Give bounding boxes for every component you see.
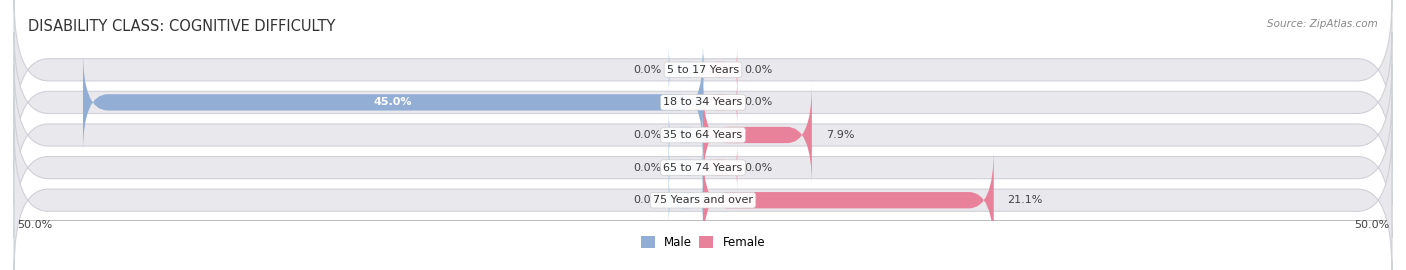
FancyBboxPatch shape	[669, 143, 703, 192]
FancyBboxPatch shape	[14, 65, 1392, 205]
Text: 18 to 34 Years: 18 to 34 Years	[664, 97, 742, 107]
Text: 50.0%: 50.0%	[17, 220, 52, 230]
FancyBboxPatch shape	[703, 143, 738, 192]
FancyBboxPatch shape	[669, 176, 703, 225]
FancyBboxPatch shape	[14, 130, 1392, 270]
FancyBboxPatch shape	[703, 45, 738, 94]
Text: 7.9%: 7.9%	[825, 130, 853, 140]
Text: 0.0%: 0.0%	[744, 97, 772, 107]
Text: 21.1%: 21.1%	[1008, 195, 1043, 205]
Text: 0.0%: 0.0%	[634, 130, 662, 140]
Text: 75 Years and over: 75 Years and over	[652, 195, 754, 205]
FancyBboxPatch shape	[83, 52, 703, 153]
Text: 65 to 74 Years: 65 to 74 Years	[664, 163, 742, 173]
Text: 35 to 64 Years: 35 to 64 Years	[664, 130, 742, 140]
FancyBboxPatch shape	[14, 97, 1392, 238]
Text: DISABILITY CLASS: COGNITIVE DIFFICULTY: DISABILITY CLASS: COGNITIVE DIFFICULTY	[28, 19, 336, 34]
FancyBboxPatch shape	[703, 85, 811, 185]
FancyBboxPatch shape	[14, 32, 1392, 173]
Text: 45.0%: 45.0%	[374, 97, 412, 107]
FancyBboxPatch shape	[703, 78, 738, 127]
Text: 0.0%: 0.0%	[744, 65, 772, 75]
Text: 0.0%: 0.0%	[634, 195, 662, 205]
Legend: Male, Female: Male, Female	[636, 231, 770, 254]
FancyBboxPatch shape	[669, 110, 703, 160]
FancyBboxPatch shape	[14, 0, 1392, 140]
Text: 0.0%: 0.0%	[634, 65, 662, 75]
Text: 5 to 17 Years: 5 to 17 Years	[666, 65, 740, 75]
FancyBboxPatch shape	[669, 45, 703, 94]
Text: 50.0%: 50.0%	[1354, 220, 1389, 230]
Text: 0.0%: 0.0%	[744, 163, 772, 173]
Text: Source: ZipAtlas.com: Source: ZipAtlas.com	[1267, 19, 1378, 29]
Text: 0.0%: 0.0%	[634, 163, 662, 173]
FancyBboxPatch shape	[703, 150, 994, 251]
